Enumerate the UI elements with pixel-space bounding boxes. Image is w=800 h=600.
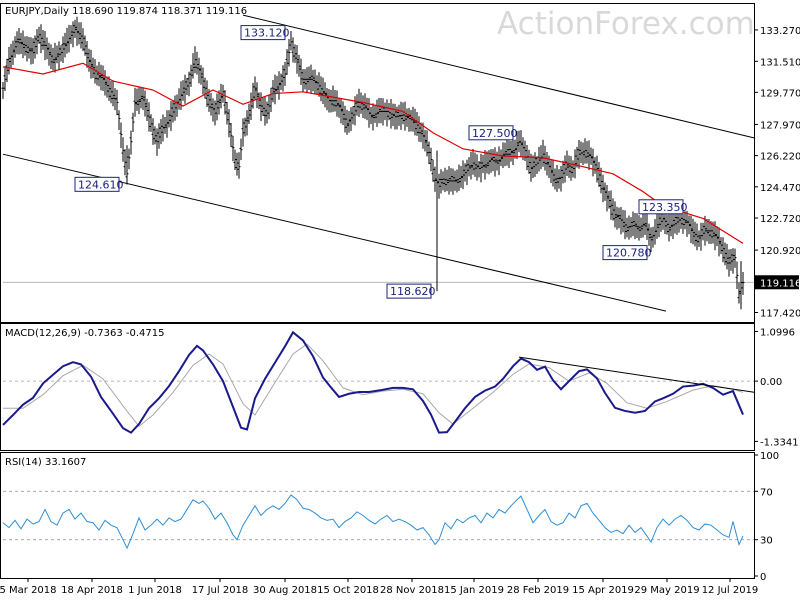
macd-trendline: [518, 356, 756, 393]
macd-ytick-label: -1.3341: [760, 437, 799, 448]
x-tick-label: 17 Jul 2018: [192, 585, 249, 596]
x-tick-label: 1 Jun 2018: [128, 585, 182, 596]
price-annotation-box: [638, 199, 684, 215]
macd-ytick-label: 0.00: [760, 377, 782, 388]
rsi-ytick-label: 70: [760, 487, 773, 498]
x-tick-label: 15 Jan 2019: [444, 585, 504, 596]
price-annotation-box: [386, 283, 432, 299]
price-ytick-label: 122.720: [760, 214, 800, 225]
price-ytick-label: 129.770: [760, 88, 800, 99]
x-tick-label: 15 Apr 2019: [572, 585, 634, 596]
price-header: EURJPY,Daily 118.690 119.874 118.371 119…: [5, 6, 247, 17]
price-ytick-label: 133.270: [760, 26, 800, 37]
last-price-box: [755, 275, 799, 290]
channel-line-1: [242, 14, 756, 139]
price-annotation-label: 123.350: [642, 201, 688, 214]
x-axis: 5 Mar 2018 18 Apr 2018 1 Jun 2018 17 Jul 20…: [0, 578, 758, 596]
price-ytick-label: 126.220: [760, 152, 800, 163]
macd-signal-line: [3, 343, 744, 428]
price-annotation-box: [74, 176, 120, 192]
rsi-panel: RSI(14) 33.1607 100 70 30 0: [2, 451, 779, 583]
x-tick-label: 15 Oct 2018: [317, 585, 379, 596]
rsi-header: RSI(14) 33.1607: [5, 457, 86, 468]
x-tick-label: 28 Nov 2018: [380, 585, 444, 596]
macd-line: [2, 330, 744, 434]
rsi-ytick-label: 30: [760, 536, 773, 547]
price-bars: [1, 16, 745, 310]
rsi-ytick-label: 0: [760, 572, 766, 583]
macd-panel-frame: [0, 323, 755, 451]
macd-ytick-label: 1.0996: [760, 327, 795, 338]
price-annotation-label: 124.610: [78, 178, 124, 191]
x-tick-label: 30 Aug 2018: [253, 585, 317, 596]
price-annotation-box: [468, 125, 514, 141]
price-annotation-box: [240, 25, 286, 41]
moving-average-line: [2, 62, 744, 244]
x-tick-label: 29 May 2019: [634, 585, 699, 596]
price-ytick-label: 124.470: [760, 183, 800, 194]
price-ytick-label: 127.970: [760, 120, 800, 131]
rsi-line: [2, 494, 744, 550]
x-tick-label: 28 Feb 2019: [507, 585, 569, 596]
x-tick-label: 18 Apr 2018: [61, 585, 123, 596]
price-panel-frame: [0, 3, 755, 323]
watermark: ActionForex.com: [497, 6, 755, 42]
price-ytick-label: 120.920: [760, 246, 800, 257]
price-annotation-label: 118.620: [390, 285, 436, 298]
price-annotation-label: 120.780: [606, 247, 652, 260]
rsi-panel-frame: [0, 452, 755, 579]
price-annotation-label: 127.500: [472, 127, 518, 140]
price-ytick-label: 117.420: [760, 309, 800, 320]
price-panel: EURJPY,Daily 118.690 119.874 118.371 119…: [1, 6, 800, 320]
price-ytick-label: 131.510: [760, 57, 800, 68]
macd-panel: MACD(12,26,9) -0.7363 -0.4715 1.0996 0.00 -…: [2, 327, 799, 448]
price-annotation-label: 133.120: [244, 27, 290, 40]
last-price-label: 119.116: [760, 278, 800, 289]
macd-header: MACD(12,26,9) -0.7363 -0.4715: [5, 328, 165, 339]
rsi-ytick-label: 100: [760, 451, 779, 462]
price-annotation-box: [602, 245, 648, 261]
x-tick-label: 12 Jul 2019: [702, 585, 759, 596]
x-tick-label: 5 Mar 2018: [0, 585, 57, 596]
